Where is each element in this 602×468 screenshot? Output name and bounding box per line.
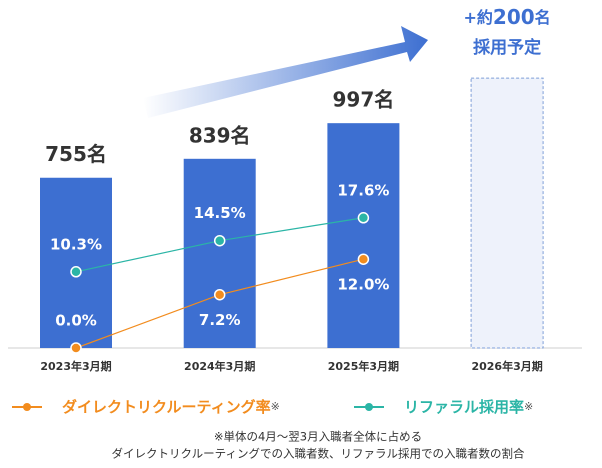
plan-suffix: 名	[535, 8, 551, 27]
series-point	[70, 342, 82, 354]
bar-value-label: 839名	[189, 123, 251, 147]
legend-name: ダイレクトリクルーティング率	[62, 398, 271, 416]
series-point	[213, 234, 226, 247]
plan-note: 採用予定	[473, 37, 541, 58]
series-point	[357, 212, 370, 224]
series-value-label: 10.3%	[50, 235, 102, 253]
legend-note-mark: ※	[524, 400, 533, 413]
bar-value-label: 755名	[45, 142, 107, 166]
x-tick-label: 2023年3月期	[40, 359, 111, 373]
footnote: ※単体の4月～翌3月入職者全体に占める	[214, 430, 422, 444]
legend-label: ダイレクトリクルーティング率※	[62, 398, 280, 416]
growth-arrow	[143, 26, 428, 118]
series-point	[70, 266, 82, 278]
bar	[40, 177, 112, 348]
legend-label: リファラル採用率※	[404, 398, 533, 416]
legend-note-mark: ※	[271, 400, 280, 413]
series-value-label: 14.5%	[194, 204, 246, 222]
x-tick-label: 2026年3月期	[471, 359, 542, 373]
legend-marker	[23, 403, 31, 411]
series-value-label: 0.0%	[55, 312, 97, 330]
series-point	[213, 288, 226, 301]
plan-prefix: +約	[464, 8, 493, 27]
x-tick-label: 2024年3月期	[184, 359, 255, 373]
legend-name: リファラル採用率	[404, 398, 524, 416]
series-value-label: 12.0%	[337, 276, 389, 294]
series-value-label: 7.2%	[199, 311, 241, 329]
legend-marker	[365, 403, 373, 411]
plan-label: +約200名	[464, 5, 551, 29]
planned-bar	[470, 77, 544, 349]
plan-value: 200	[493, 5, 535, 29]
bar	[327, 123, 400, 348]
bar-value-label: 997名	[333, 88, 395, 112]
series-point	[357, 253, 370, 265]
x-tick-label: 2025年3月期	[328, 359, 399, 373]
bar	[183, 158, 256, 348]
footnote: ダイレクトリクルーティングでの入職者数、リファラル採用での入職者数の割合	[112, 447, 525, 461]
series-value-label: 17.6%	[337, 181, 389, 199]
